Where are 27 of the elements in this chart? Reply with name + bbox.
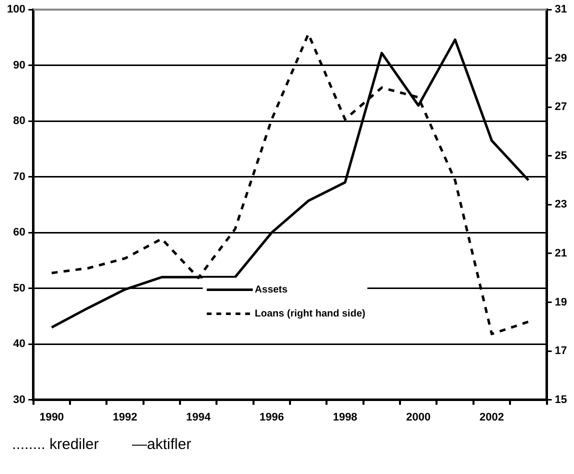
legend-label: Loans (right hand side) bbox=[254, 308, 366, 320]
y-tick-label: 60 bbox=[13, 226, 26, 239]
x-tick-label: 1994 bbox=[186, 411, 212, 424]
y-tick-label: 80 bbox=[13, 115, 26, 128]
y-tick-label: 50 bbox=[13, 282, 26, 294]
y-tick-label: 90 bbox=[13, 59, 26, 72]
y2-tick-label: 27 bbox=[554, 101, 568, 114]
y-tick-label: 70 bbox=[13, 170, 26, 183]
y2-tick-label: 31 bbox=[554, 4, 568, 16]
y2-tick-label: 25 bbox=[554, 150, 568, 162]
y2-tick-label: 23 bbox=[554, 198, 568, 211]
x-tick-label: 2000 bbox=[406, 411, 431, 424]
x-tick-label: 1990 bbox=[39, 411, 64, 424]
legend-label: Assets bbox=[254, 284, 288, 296]
text: ........ krediler —aktifler bbox=[12, 436, 192, 453]
y-tick-label: 40 bbox=[13, 338, 26, 350]
y2-tick-label: 19 bbox=[554, 296, 568, 308]
y2-tick-label: 17 bbox=[554, 345, 568, 358]
y-tick-label: 30 bbox=[13, 394, 26, 406]
y2-tick-label: 21 bbox=[554, 248, 568, 260]
x-tick-label: 1998 bbox=[332, 411, 358, 424]
y2-tick-label: 29 bbox=[554, 52, 568, 64]
y2-tick-label: 15 bbox=[554, 394, 568, 406]
x-tick-label: 2002 bbox=[480, 411, 504, 424]
x-tick-label: 1996 bbox=[259, 411, 284, 424]
y-tick-label: 100 bbox=[6, 4, 26, 16]
x-tick-label: 1992 bbox=[112, 411, 138, 424]
